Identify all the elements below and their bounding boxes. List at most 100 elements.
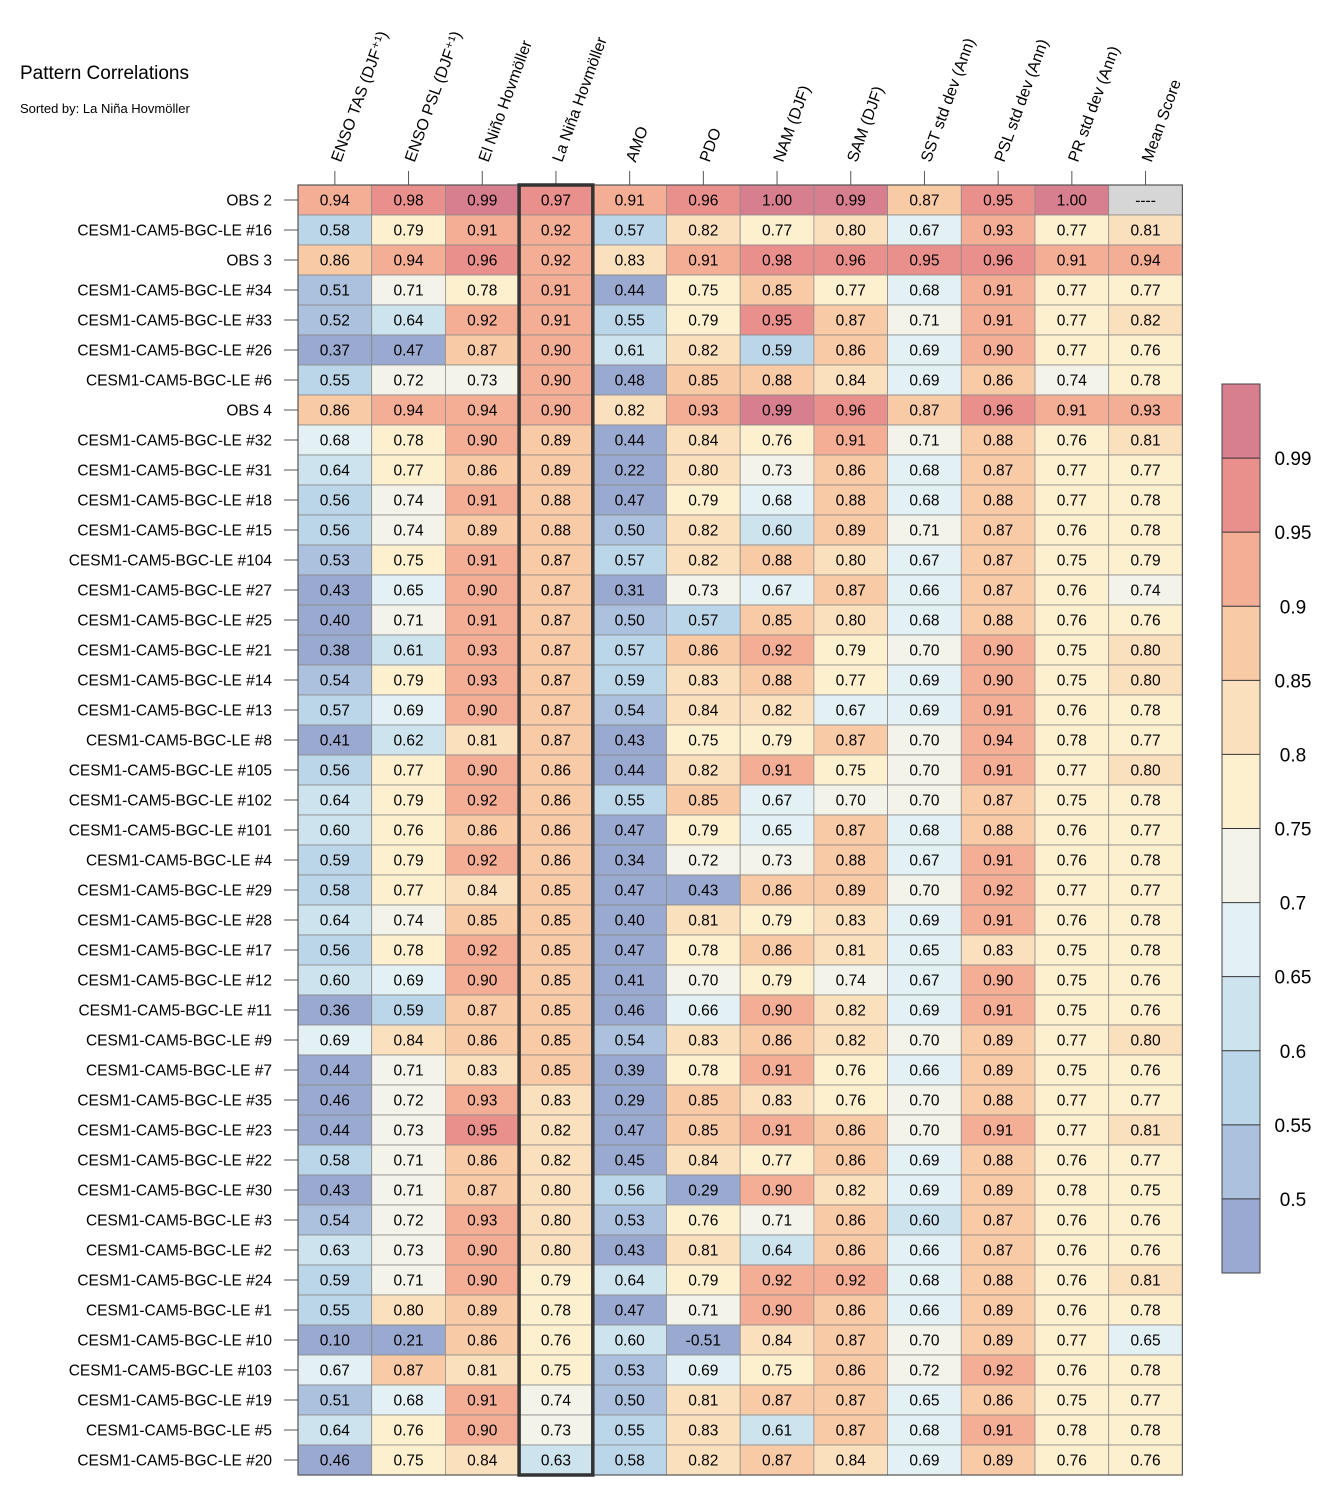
heatmap-cell — [887, 364, 962, 396]
cell-value: 0.93 — [983, 223, 1013, 240]
heatmap-cell — [813, 634, 889, 666]
cell-value: 0.91 — [762, 1063, 792, 1080]
cell-value: 0.72 — [393, 1213, 423, 1230]
cell-value: 0.72 — [393, 1093, 423, 1110]
cell-value: 0.84 — [836, 1453, 867, 1470]
heatmap-cell — [371, 214, 446, 246]
cell-value: 0.80 — [541, 1243, 572, 1260]
cell-value: 0.70 — [909, 1033, 940, 1050]
cell-value: 0.90 — [467, 703, 498, 720]
heatmap-cell — [518, 814, 594, 846]
cell-value: 0.68 — [762, 493, 792, 510]
cell-value: 0.86 — [983, 373, 1013, 390]
cell-value: 0.84 — [393, 1033, 424, 1050]
colorbar-tick-label: 0.65 — [1275, 968, 1312, 989]
heatmap-cell — [297, 1234, 373, 1266]
heatmap-cell — [1034, 1234, 1110, 1266]
row-label: CESM1-CAM5-BGC-LE #25 — [77, 613, 272, 630]
cell-value: 0.75 — [1057, 1393, 1087, 1410]
heatmap-cell — [592, 514, 667, 546]
cell-value: 0.85 — [541, 913, 571, 930]
cell-value: 0.81 — [1130, 433, 1160, 450]
heatmap-cell — [887, 694, 962, 726]
heatmap-cell — [739, 1294, 815, 1326]
cell-value: 0.81 — [836, 943, 866, 960]
column-label: ENSO PSL (DJF⁺¹) — [402, 29, 465, 164]
cell-value: 0.99 — [762, 403, 792, 420]
cell-value: 0.75 — [1057, 943, 1087, 960]
cell-value: 0.65 — [909, 943, 939, 960]
cell-value: 0.59 — [762, 343, 792, 360]
cell-value: 0.54 — [615, 1033, 646, 1050]
row-label: CESM1-CAM5-BGC-LE #4 — [86, 853, 272, 870]
cell-value: 0.41 — [615, 973, 645, 990]
cell-value: 0.86 — [467, 1033, 497, 1050]
heatmap-cell — [960, 1204, 1036, 1236]
heatmap-cell — [1108, 1294, 1183, 1326]
cell-value: 0.78 — [1130, 943, 1160, 960]
heatmap-cell — [592, 904, 667, 936]
cell-value: 0.82 — [762, 703, 792, 720]
cell-value: 0.53 — [615, 1363, 645, 1380]
colorbar-tick-label: 0.55 — [1275, 1116, 1312, 1137]
cell-value: 0.76 — [1057, 1243, 1087, 1260]
cell-value: 0.51 — [320, 283, 350, 300]
heatmap-cell — [592, 1264, 667, 1296]
heatmap-cell — [813, 274, 889, 306]
cell-value: 0.86 — [762, 943, 792, 960]
cell-value: 0.44 — [615, 283, 646, 300]
heatmap-cell — [960, 1354, 1036, 1386]
row-label: CESM1-CAM5-BGC-LE #15 — [77, 523, 272, 540]
cell-value: 0.70 — [688, 973, 719, 990]
cell-value: 0.91 — [1057, 403, 1087, 420]
heatmap-cell — [739, 904, 815, 936]
cell-value: 0.64 — [320, 793, 351, 810]
heatmap-cell — [518, 1354, 594, 1386]
cell-value: 0.78 — [467, 283, 497, 300]
cell-value: 0.85 — [541, 1033, 571, 1050]
heatmap-cell — [518, 1264, 594, 1296]
heatmap-cell — [960, 1414, 1036, 1446]
heatmap-cell — [666, 1204, 741, 1236]
cell-value: 0.94 — [467, 403, 498, 420]
chart-subtitle: Sorted by: La Niña Hovmöller — [20, 101, 190, 116]
cell-value: 0.85 — [467, 913, 497, 930]
heatmap-cell — [1108, 874, 1183, 906]
cell-value: 0.10 — [320, 1333, 351, 1350]
heatmap-cell — [518, 754, 594, 786]
row-label: OBS 3 — [226, 253, 272, 270]
cell-value: 0.76 — [541, 1333, 571, 1350]
cell-value: 0.64 — [320, 463, 351, 480]
cell-value: 0.71 — [393, 1183, 423, 1200]
cell-value: 0.78 — [1130, 913, 1160, 930]
cell-value: ---- — [1135, 193, 1156, 210]
heatmap-cell — [1034, 634, 1110, 666]
cell-value: 0.84 — [836, 373, 867, 390]
heatmap-cell — [1034, 1444, 1110, 1476]
row-label: CESM1-CAM5-BGC-LE #33 — [77, 313, 272, 330]
heatmap-cell — [887, 634, 962, 666]
cell-value: 0.68 — [909, 283, 939, 300]
colorbar-tick-label: 0.5 — [1280, 1190, 1306, 1211]
cell-value: 0.93 — [467, 1093, 497, 1110]
heatmap-cell — [887, 1354, 962, 1386]
cell-value: 0.69 — [909, 1183, 939, 1200]
cell-value: 0.83 — [688, 673, 718, 690]
cell-value: 0.91 — [983, 1123, 1013, 1140]
heatmap-cell — [960, 604, 1036, 636]
heatmap-cell — [739, 334, 815, 366]
cell-value: 0.87 — [541, 733, 571, 750]
cell-value: 0.82 — [688, 763, 718, 780]
heatmap-cell — [1108, 604, 1183, 636]
cell-value: 0.92 — [467, 313, 497, 330]
cell-value: 0.96 — [983, 253, 1013, 270]
cell-value: 0.89 — [836, 883, 866, 900]
cell-value: 0.87 — [541, 613, 571, 630]
cell-value: 0.69 — [909, 913, 939, 930]
heatmap-cell — [1034, 844, 1110, 876]
column-label: Mean Score — [1139, 77, 1185, 164]
column-label: SAM (DJF) — [845, 84, 888, 164]
heatmap-cell — [518, 1204, 594, 1236]
heatmap-cell — [297, 904, 373, 936]
